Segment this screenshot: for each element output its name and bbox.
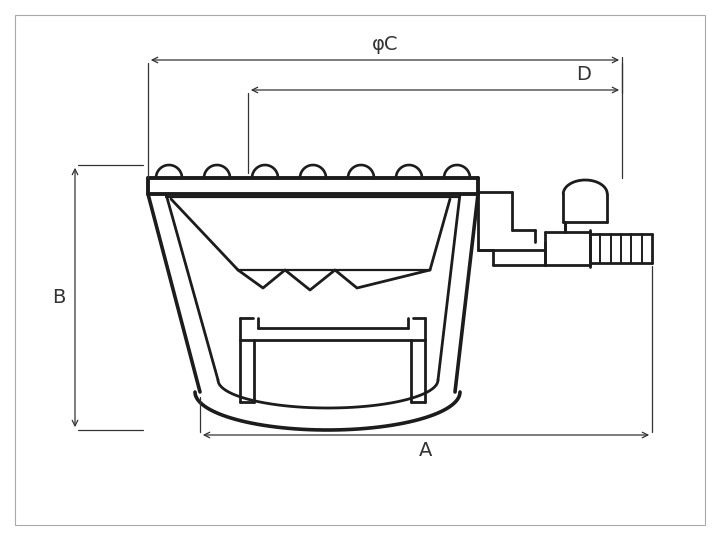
Text: D: D — [577, 64, 591, 84]
Text: A: A — [419, 442, 433, 461]
Text: B: B — [53, 288, 66, 307]
Text: φC: φC — [372, 35, 398, 53]
